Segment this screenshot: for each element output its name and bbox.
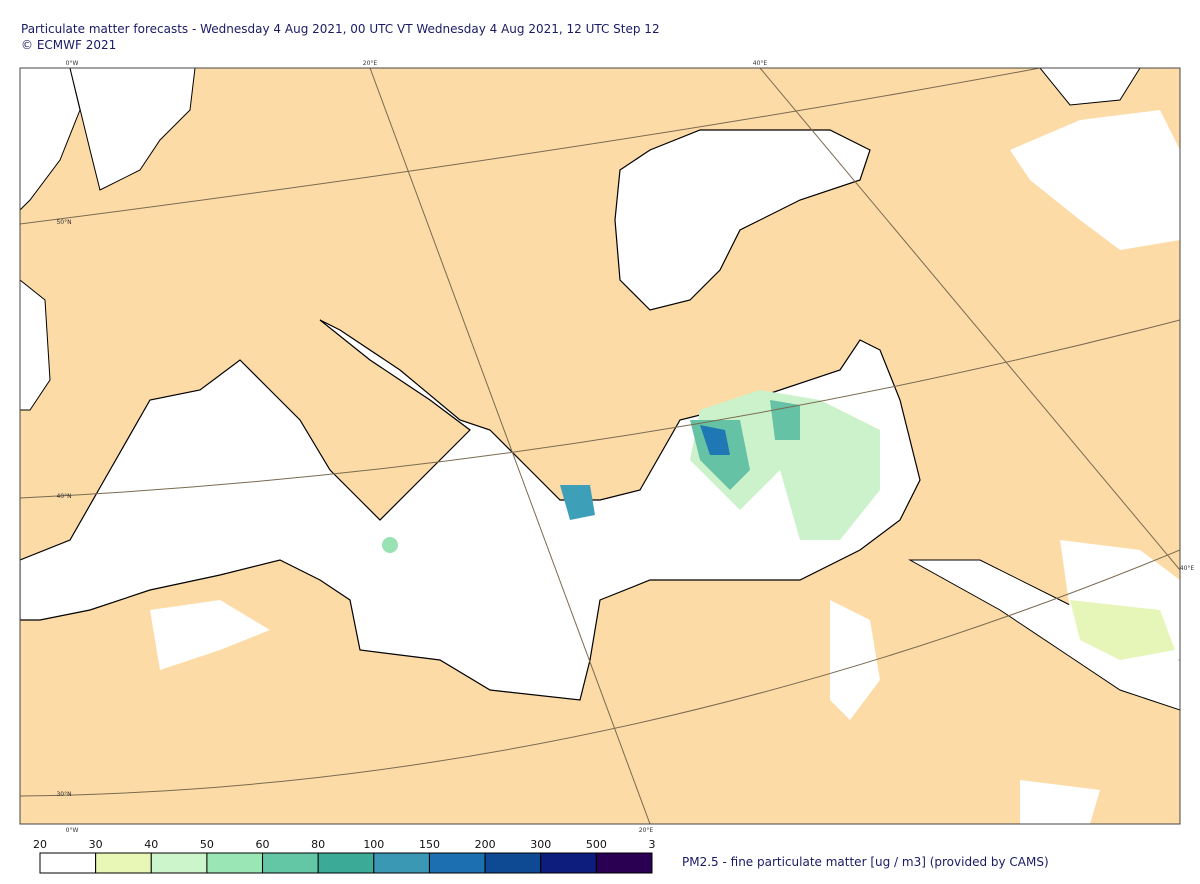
legend-label: 150 <box>419 838 440 851</box>
legend-swatch <box>39 852 97 874</box>
legend-caption: PM2.5 - fine particulate matter [ug / m3… <box>682 855 1049 869</box>
legend-swatch <box>206 852 264 874</box>
legend-swatch <box>262 852 319 874</box>
legend-swatch <box>317 852 375 874</box>
low-area <box>1010 110 1180 250</box>
legend-label: 20 <box>33 838 47 851</box>
map-frame <box>19 67 1181 825</box>
sea <box>20 279 51 411</box>
map-area <box>20 68 1180 824</box>
legend-label: 3 <box>649 838 656 851</box>
legend-label: 100 <box>363 838 384 851</box>
graticule-label: 50°N <box>56 219 71 226</box>
low-area <box>1020 780 1100 824</box>
sea <box>69 68 196 191</box>
legend-swatch <box>150 852 208 874</box>
plume <box>1070 600 1175 660</box>
plume <box>560 485 595 520</box>
legend-label: 300 <box>530 838 551 851</box>
graticule-label: 20°E <box>363 60 378 67</box>
graticule-label: 0°W <box>66 827 79 834</box>
legend-label: 60 <box>256 838 270 851</box>
graticule-label: 40°N <box>56 493 71 500</box>
legend-swatch <box>595 852 653 874</box>
graticule-label: 40°E <box>1180 565 1195 572</box>
copyright: © ECMWF 2021 <box>21 38 117 52</box>
sea <box>908 559 1180 711</box>
legend-swatch <box>95 852 152 874</box>
plume <box>382 537 398 553</box>
legend-label: 40 <box>144 838 158 851</box>
legend-label: 500 <box>586 838 607 851</box>
legend-swatch <box>428 852 486 874</box>
title: Particulate matter forecasts - Wednesday… <box>21 22 660 36</box>
graticule-label: 40°E <box>753 60 768 67</box>
legend-swatch <box>540 852 597 874</box>
legend-label: 200 <box>475 838 496 851</box>
low-area <box>150 600 270 670</box>
sea <box>1039 68 1141 106</box>
legend-swatch <box>484 852 542 874</box>
graticule-label: 20°E <box>639 827 654 834</box>
black-sea <box>614 129 871 311</box>
graticule-label: 30°N <box>56 791 71 798</box>
legend: 20 30 40 50 60 80 100 150 200 300 500 3 <box>33 838 656 874</box>
graticule-label: 0°W <box>66 60 79 67</box>
legend-swatch <box>373 852 430 874</box>
plume <box>770 400 800 440</box>
sea <box>20 68 81 211</box>
legend-label: 80 <box>311 838 325 851</box>
legend-label: 30 <box>89 838 103 851</box>
legend-label: 50 <box>200 838 214 851</box>
low-area <box>830 600 880 720</box>
plume <box>700 425 730 455</box>
